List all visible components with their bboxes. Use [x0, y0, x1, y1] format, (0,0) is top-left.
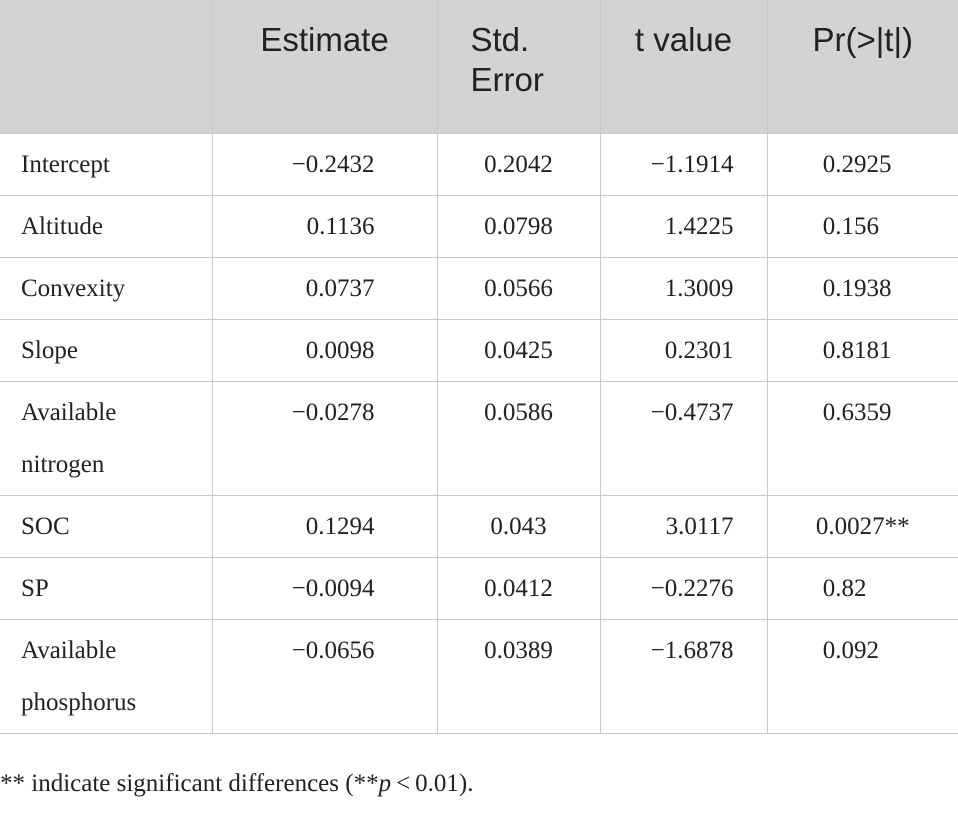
row-label: Intercept [0, 133, 213, 196]
cell-std-error: 0.0389 [436, 619, 601, 734]
cell-std-error: 0.0798 [436, 195, 601, 258]
header-t-value: t value [599, 0, 768, 134]
header-row: Estimate Std. Error t value Pr(>|t|) [0, 0, 958, 134]
cell-estimate: −0.2432 [211, 133, 438, 196]
cell-p-value: 0.82 [766, 557, 958, 620]
header-std-error: Std. Error [436, 0, 601, 134]
cell-t-value: −1.1914 [599, 133, 768, 196]
table-footnote: ** indicate significant differences (**p… [0, 770, 474, 797]
table-row: Available phosphorus −0.0656 0.0389 −1.6878 0… [0, 619, 958, 734]
row-label: SP [0, 557, 213, 620]
cell-estimate: −0.0656 [211, 619, 438, 734]
cell-estimate: −0.0094 [211, 557, 438, 620]
row-label: SOC [0, 495, 213, 558]
cell-t-value: −1.6878 [599, 619, 768, 734]
cell-p-value: 0.2925 [766, 133, 958, 196]
cell-p-value: 0.156 [766, 195, 958, 258]
header-blank [0, 0, 213, 134]
table-row: Intercept −0.2432 0.2042 −1.1914 0.2925 [0, 133, 958, 196]
header-estimate: Estimate [211, 0, 438, 134]
cell-std-error: 0.0412 [436, 557, 601, 620]
table-row: Available nitrogen −0.0278 0.0586 −0.4737 0.6… [0, 381, 958, 496]
table-header: Estimate Std. Error t value Pr(>|t|) [0, 0, 958, 134]
row-label: Slope [0, 319, 213, 382]
table-body: Intercept −0.2432 0.2042 −1.1914 0.2925 Altit… [0, 133, 958, 734]
row-label: Available phosphorus [0, 619, 213, 734]
table-row: Altitude 0.1136 0.0798 1.4225 0.156 [0, 195, 958, 258]
header-p-value: Pr(>|t|) [766, 0, 958, 134]
cell-estimate: 0.0737 [211, 257, 438, 320]
cell-t-value: 1.4225 [599, 195, 768, 258]
cell-std-error: 0.0425 [436, 319, 601, 382]
cell-p-value: 0.092 [766, 619, 958, 734]
cell-t-value: −0.2276 [599, 557, 768, 620]
cell-std-error: 0.0566 [436, 257, 601, 320]
table-row: SP −0.0094 0.0412 −0.2276 0.82 [0, 557, 958, 620]
cell-t-value: 0.2301 [599, 319, 768, 382]
table-row: Slope 0.0098 0.0425 0.2301 0.8181 [0, 319, 958, 382]
coefficients-table: Estimate Std. Error t value Pr(>|t|) Int… [0, 0, 958, 734]
cell-t-value: −0.4737 [599, 381, 768, 496]
cell-t-value: 3.0117 [599, 495, 768, 558]
row-label: Available nitrogen [0, 381, 213, 496]
cell-p-value: 0.8181 [766, 319, 958, 382]
row-label: Convexity [0, 257, 213, 320]
table-row: Convexity 0.0737 0.0566 1.3009 0.1938 [0, 257, 958, 320]
cell-estimate: −0.0278 [211, 381, 438, 496]
cell-std-error: 0.043 [436, 495, 601, 558]
cell-std-error: 0.2042 [436, 133, 601, 196]
cell-t-value: 1.3009 [599, 257, 768, 320]
cell-std-error: 0.0586 [436, 381, 601, 496]
table-row: SOC 0.1294 0.043 3.0117 0.0027** [0, 495, 958, 558]
cell-p-value: 0.6359 [766, 381, 958, 496]
row-label: Altitude [0, 195, 213, 258]
cell-p-value: 0.0027** [766, 495, 958, 558]
cell-estimate: 0.1294 [211, 495, 438, 558]
cell-estimate: 0.1136 [211, 195, 438, 258]
cell-p-value: 0.1938 [766, 257, 958, 320]
cell-estimate: 0.0098 [211, 319, 438, 382]
